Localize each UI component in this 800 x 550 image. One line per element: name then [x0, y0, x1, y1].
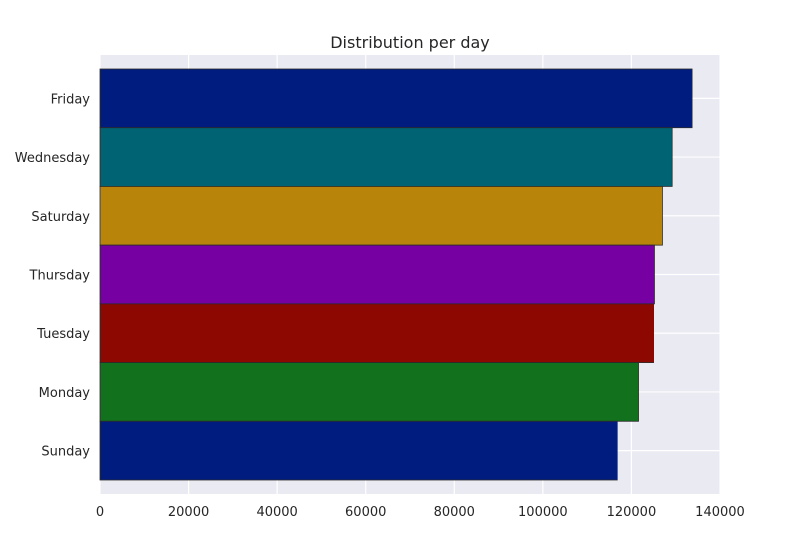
x-tick-label: 120000: [607, 505, 657, 520]
x-tick-labels: 0 20000 40000 60000 80000 100000 120000 140000: [96, 505, 745, 520]
x-tick-label: 140000: [695, 505, 745, 520]
bar-monday: [99, 362, 639, 422]
bar-thursday: [99, 244, 655, 305]
x-tick-label: 100000: [518, 505, 568, 520]
y-tick-label-monday: Monday: [39, 386, 91, 401]
y-tick-label-saturday: Saturday: [31, 210, 90, 225]
y-tick-label-tuesday: Tuesday: [36, 327, 90, 342]
y-tick-labels: Friday Wednesday Saturday Thursday Tuesday Mo…: [15, 92, 91, 459]
y-tick-label-sunday: Sunday: [41, 445, 90, 460]
y-tick-label-wednesday: Wednesday: [15, 151, 91, 166]
x-tick-label: 0: [96, 505, 104, 520]
bar-saturday: [99, 186, 663, 246]
x-tick-label: 60000: [345, 505, 386, 520]
chart-title: Distribution per day: [330, 33, 490, 52]
bars: [99, 68, 693, 481]
x-tick-label: 80000: [434, 505, 475, 520]
bar-friday: [99, 68, 693, 129]
y-tick-label-thursday: Thursday: [29, 269, 91, 284]
bar-wednesday: [99, 127, 673, 187]
bar-tuesday: [99, 303, 654, 363]
x-tick-label: 40000: [256, 505, 297, 520]
y-tick-label-friday: Friday: [51, 92, 91, 107]
x-tick-label: 20000: [168, 505, 209, 520]
bar-sunday: [99, 420, 618, 481]
